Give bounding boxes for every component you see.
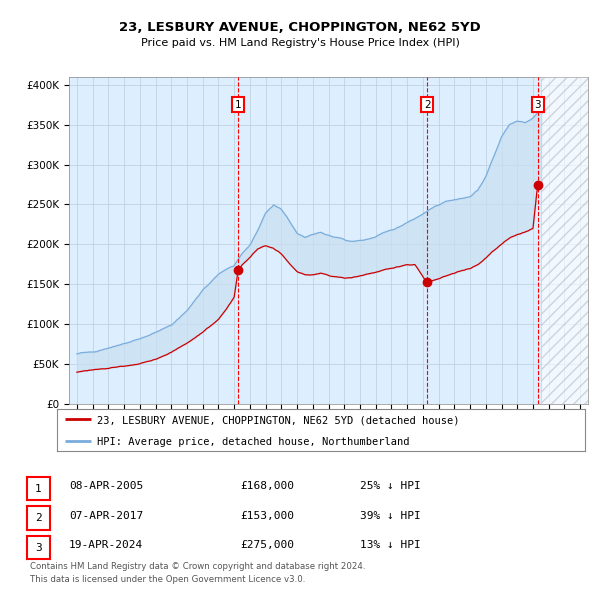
Text: 19-APR-2024: 19-APR-2024	[69, 540, 143, 550]
Text: £153,000: £153,000	[240, 511, 294, 520]
Text: Contains HM Land Registry data © Crown copyright and database right 2024.: Contains HM Land Registry data © Crown c…	[30, 562, 365, 571]
Text: 25% ↓ HPI: 25% ↓ HPI	[360, 481, 421, 491]
Text: 1: 1	[35, 484, 42, 493]
Text: £275,000: £275,000	[240, 540, 294, 550]
Text: 23, LESBURY AVENUE, CHOPPINGTON, NE62 5YD (detached house): 23, LESBURY AVENUE, CHOPPINGTON, NE62 5Y…	[97, 415, 459, 425]
Text: 2: 2	[424, 100, 430, 110]
Text: 39% ↓ HPI: 39% ↓ HPI	[360, 511, 421, 520]
Text: HPI: Average price, detached house, Northumberland: HPI: Average price, detached house, Nort…	[97, 437, 409, 447]
Text: 23, LESBURY AVENUE, CHOPPINGTON, NE62 5YD: 23, LESBURY AVENUE, CHOPPINGTON, NE62 5Y…	[119, 21, 481, 34]
Text: 2: 2	[35, 513, 42, 523]
Text: 13% ↓ HPI: 13% ↓ HPI	[360, 540, 421, 550]
Bar	[541, 77, 588, 404]
Text: 1: 1	[235, 100, 242, 110]
Text: 08-APR-2005: 08-APR-2005	[69, 481, 143, 491]
Text: 3: 3	[35, 543, 42, 552]
Text: This data is licensed under the Open Government Licence v3.0.: This data is licensed under the Open Gov…	[30, 575, 305, 584]
Text: 07-APR-2017: 07-APR-2017	[69, 511, 143, 520]
Text: Price paid vs. HM Land Registry's House Price Index (HPI): Price paid vs. HM Land Registry's House …	[140, 38, 460, 48]
Text: £168,000: £168,000	[240, 481, 294, 491]
Text: 3: 3	[535, 100, 541, 110]
